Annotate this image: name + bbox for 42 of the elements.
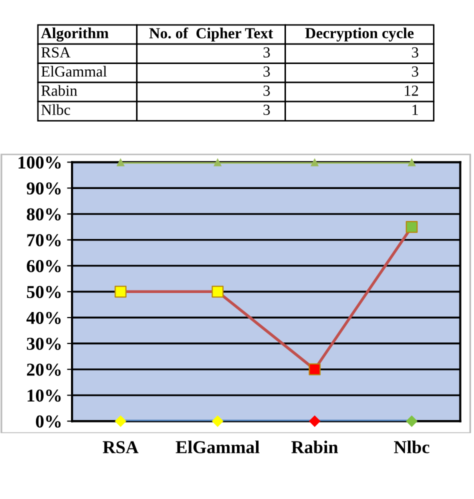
y-tick-label: 0% [36, 415, 61, 428]
x-tick-label: RSA [102, 441, 138, 454]
data-label: 1 [412, 104, 418, 115]
y-tick-label: 10% [28, 390, 61, 402]
point [408, 158, 416, 166]
point [214, 158, 222, 166]
x-tick-label: ElGammal [176, 440, 260, 454]
series-label: Decryption cycle [305, 28, 414, 42]
data-label: 3 [264, 47, 270, 58]
category-label: Nlbc [41, 104, 70, 115]
data-label: 12 [404, 86, 418, 96]
point [310, 158, 319, 166]
y-tick-label: 30% [26, 338, 61, 350]
y-tick-label: 70% [27, 234, 61, 246]
y-tick-label: 20% [26, 364, 61, 376]
y-tick-label: 90% [26, 182, 61, 195]
point [406, 220, 418, 233]
point [406, 415, 418, 427]
category-label: RSA [41, 47, 70, 58]
y-tick-label: 100% [18, 156, 61, 169]
y-tick-label: 80% [26, 208, 61, 220]
data-label: 3 [264, 104, 270, 115]
x-tick-label: Nlbc [394, 440, 430, 454]
point [212, 286, 224, 298]
x-tick-label: Rabin [291, 440, 338, 454]
series-label: No. of Cipher Text [149, 28, 274, 42]
y-tick-label: 40% [26, 312, 61, 324]
category-label: ElGammal [41, 66, 107, 77]
point [116, 158, 125, 166]
text: Algorithm [41, 28, 109, 42]
data-label: 3 [412, 47, 418, 58]
data-label: 3 [412, 66, 418, 77]
data-label: 3 [264, 86, 270, 96]
data-label: 3 [264, 66, 270, 77]
y-tick-label: 60% [26, 260, 61, 272]
category-label: Rabin [41, 85, 78, 96]
point [308, 415, 320, 427]
point [114, 415, 126, 427]
point [212, 415, 224, 427]
y-tick-label: 50% [26, 286, 61, 298]
point [308, 363, 321, 376]
point [114, 286, 127, 298]
